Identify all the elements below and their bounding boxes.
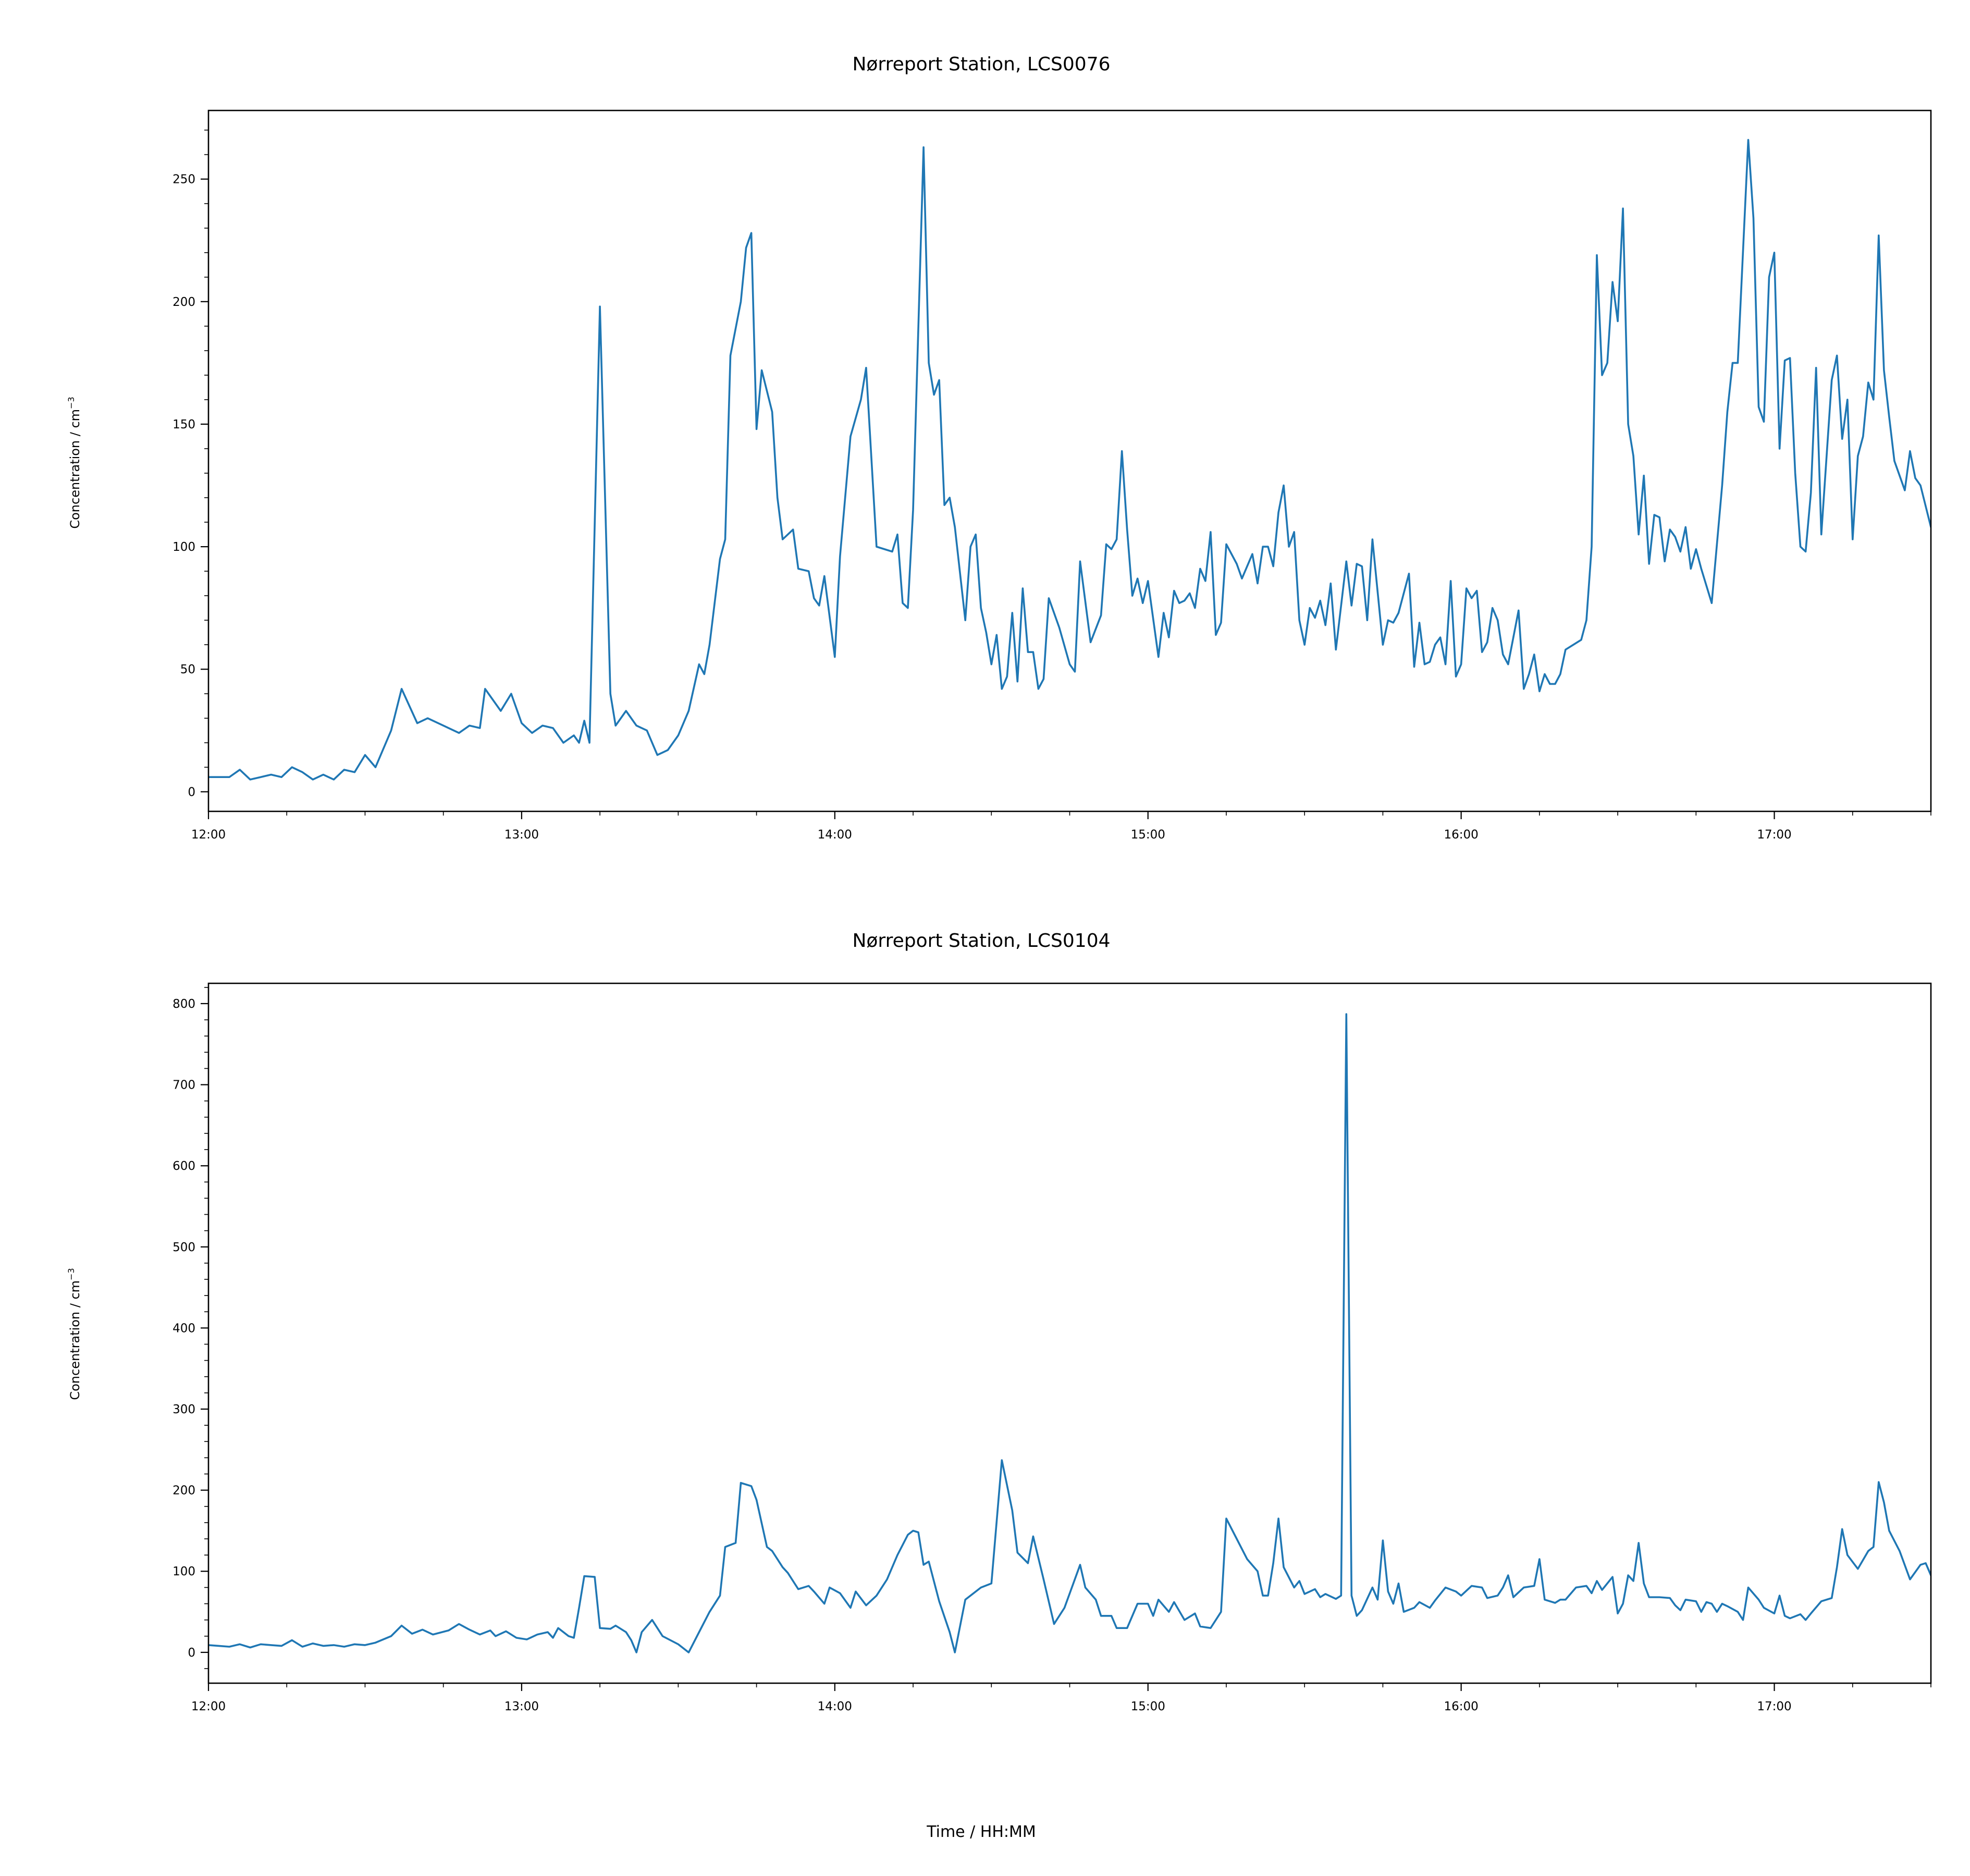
y-axis-label-lcs0104: Concentration / cm−3 — [66, 1268, 82, 1400]
x-tick-label: 14:00 — [818, 828, 852, 842]
plot-area-lcs0076: 12:00 13:00 14:00 15:00 16:00 17:00 0 50 100 150 2… — [173, 109, 1932, 842]
y-tick-label: 600 — [173, 1159, 195, 1173]
y-tick-label: 50 — [180, 663, 195, 676]
y-tick-label: 200 — [173, 295, 195, 309]
y-axis-label-lcs0076: Concentration / cm−3 — [66, 397, 82, 528]
y-tick-label: 300 — [173, 1403, 195, 1416]
y-tick-label: 0 — [188, 785, 195, 799]
x-tick-label: 14:00 — [818, 1700, 852, 1713]
x-tick-label: 13:00 — [504, 1700, 539, 1713]
y-tick-label: 400 — [173, 1322, 195, 1335]
y-tick-label: 100 — [173, 1565, 195, 1578]
x-tick-label: 13:00 — [504, 828, 539, 842]
x-tick-label: 15:00 — [1131, 828, 1165, 842]
y-tick-label: 100 — [173, 540, 195, 554]
y-tick-label: 500 — [173, 1241, 195, 1254]
chart-title-lcs0104: Nørreport Station, LCS0104 — [852, 930, 1110, 952]
axes-frame — [207, 982, 1932, 1684]
y-tick-label: 250 — [173, 173, 195, 187]
y-tick-label: 800 — [173, 997, 195, 1011]
x-tick-label: 12:00 — [191, 1700, 226, 1713]
series-line — [208, 1013, 1931, 1653]
chart-title-lcs0076: Nørreport Station, LCS0076 — [852, 54, 1110, 75]
x-tick-label: 16:00 — [1444, 1700, 1478, 1713]
x-tick-label: 17:00 — [1757, 1700, 1791, 1713]
plot-area-lcs0104: 12:00 13:00 14:00 15:00 16:00 17:00 0 100 200 300… — [173, 982, 1932, 1713]
y-tick-label: 0 — [188, 1646, 195, 1660]
y-tick-label: 150 — [173, 418, 195, 431]
y-tick-label: 700 — [173, 1079, 195, 1092]
y-tick-label: 200 — [173, 1484, 195, 1498]
chart-panel-lcs0076: Nørreport Station, LCS0076 12:00 13:00 14:… — [66, 54, 1932, 842]
x-axis-label: Time / HH:MM — [926, 1823, 1036, 1841]
axes-frame — [207, 109, 1932, 812]
x-tick-label: 16:00 — [1444, 828, 1478, 842]
x-tick-label: 15:00 — [1131, 1700, 1165, 1713]
x-tick-label: 17:00 — [1757, 828, 1791, 842]
x-tick-label: 12:00 — [191, 828, 226, 842]
series-line — [208, 139, 1931, 781]
chart-panel-lcs0104: Nørreport Station, LCS0104 12:00 13:00 14:… — [66, 930, 1932, 1713]
